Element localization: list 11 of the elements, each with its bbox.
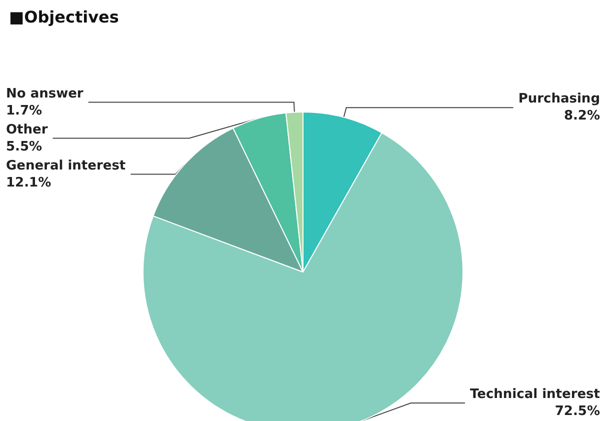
slice-label: Purchasing — [518, 92, 600, 107]
data-label: 1.7% — [6, 103, 42, 118]
slice-label: General interest — [6, 158, 126, 174]
data-label: 5.5% — [6, 139, 42, 154]
data-label: 72.5% — [554, 404, 600, 419]
chart-title: ■Objectives — [9, 8, 119, 26]
data-label: 8.2% — [564, 108, 600, 124]
data-label: 12.1% — [6, 175, 52, 190]
slice-label: Technical interest — [470, 387, 600, 402]
slice-label: No answer — [6, 86, 84, 102]
slice-label: Other — [6, 122, 48, 138]
